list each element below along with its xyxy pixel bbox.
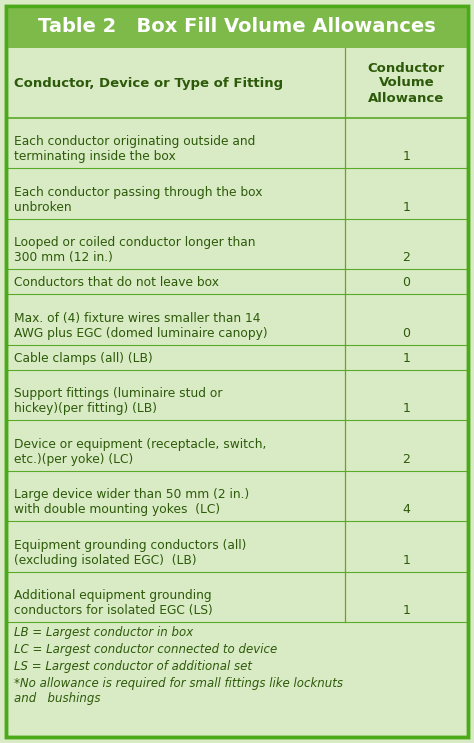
Text: Equipment grounding conductors (all)
(excluding isolated EGC)  (LB): Equipment grounding conductors (all) (ex…	[14, 539, 246, 567]
Text: LS = Largest conductor of additional set: LS = Largest conductor of additional set	[14, 660, 252, 673]
Text: 1: 1	[402, 352, 410, 365]
Text: 4: 4	[402, 503, 410, 516]
Text: Conductor, Device or Type of Fitting: Conductor, Device or Type of Fitting	[14, 77, 283, 89]
Text: 1: 1	[402, 403, 410, 415]
Text: 0: 0	[402, 327, 410, 340]
Text: 0: 0	[402, 276, 410, 290]
Text: Each conductor passing through the box
unbroken: Each conductor passing through the box u…	[14, 186, 263, 214]
Text: Device or equipment (receptacle, switch,
etc.)(per yoke) (LC): Device or equipment (receptacle, switch,…	[14, 438, 266, 466]
Text: 1: 1	[402, 201, 410, 214]
Text: Conductor
Volume
Allowance: Conductor Volume Allowance	[368, 62, 445, 105]
Text: Max. of (4) fixture wires smaller than 14
AWG plus EGC (domed luminaire canopy): Max. of (4) fixture wires smaller than 1…	[14, 312, 268, 340]
Text: 2: 2	[402, 251, 410, 265]
Text: 1: 1	[402, 554, 410, 567]
Text: LB = Largest conductor in box: LB = Largest conductor in box	[14, 626, 193, 639]
Text: Table 2   Box Fill Volume Allowances: Table 2 Box Fill Volume Allowances	[38, 18, 436, 36]
Bar	[6, 6, 468, 48]
Text: Conductors that do not leave box: Conductors that do not leave box	[14, 276, 219, 290]
Text: 1: 1	[402, 604, 410, 617]
Text: Looped or coiled conductor longer than
300 mm (12 in.): Looped or coiled conductor longer than 3…	[14, 236, 255, 265]
Text: Each conductor originating outside and
terminating inside the box: Each conductor originating outside and t…	[14, 135, 255, 163]
Text: LC = Largest conductor connected to device: LC = Largest conductor connected to devi…	[14, 643, 277, 656]
Text: Additional equipment grounding
conductors for isolated EGC (LS): Additional equipment grounding conductor…	[14, 589, 213, 617]
Text: Cable clamps (all) (LB): Cable clamps (all) (LB)	[14, 352, 153, 365]
Text: *No allowance is required for small fittings like locknuts
and   bushings: *No allowance is required for small fitt…	[14, 677, 343, 705]
Text: 2: 2	[402, 452, 410, 466]
Text: Support fittings (luminaire stud or
hickey)(per fitting) (LB): Support fittings (luminaire stud or hick…	[14, 387, 222, 415]
Text: 1: 1	[402, 150, 410, 163]
Text: Large device wider than 50 mm (2 in.)
with double mounting yokes  (LC): Large device wider than 50 mm (2 in.) wi…	[14, 488, 249, 516]
